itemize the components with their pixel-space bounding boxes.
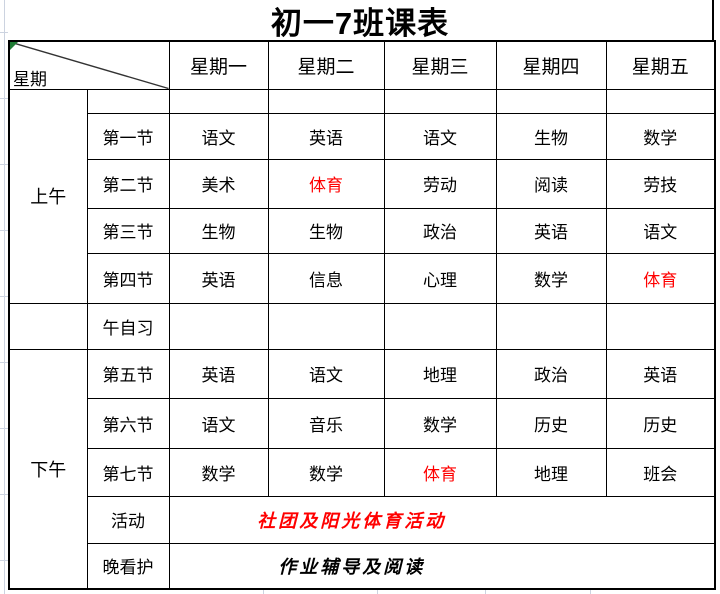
period-cell[interactable]: 午自习 [86, 302, 170, 350]
day-header-friday[interactable]: 星期五 [605, 40, 716, 90]
corner-label: 星期 [13, 69, 47, 89]
subject-cell[interactable]: 地理 [383, 348, 497, 399]
grid-line-stub [377, 589, 378, 594]
subject-cell[interactable]: 历史 [495, 397, 607, 449]
subject-cell[interactable] [267, 88, 385, 114]
subject-cell[interactable]: 语文 [605, 207, 716, 254]
period-cell[interactable] [86, 88, 170, 114]
subject-cell[interactable] [495, 88, 607, 114]
subject-cell[interactable]: 阅读 [495, 158, 607, 209]
period-cell[interactable]: 第五节 [86, 348, 170, 399]
subject-cell[interactable]: 数学 [267, 447, 385, 497]
subject-cell[interactable] [383, 88, 497, 114]
period-cell[interactable]: 第三节 [86, 207, 170, 254]
subject-cell[interactable]: 生物 [267, 207, 385, 254]
subject-cell[interactable]: 语文 [168, 112, 269, 160]
subject-cell[interactable]: 数学 [495, 252, 607, 304]
subject-cell[interactable]: 数学 [383, 397, 497, 449]
subject-cell[interactable] [605, 302, 716, 350]
subject-cell[interactable]: 体育 [267, 158, 385, 209]
subject-cell[interactable]: 地理 [495, 447, 607, 497]
subject-cell[interactable]: 英语 [495, 207, 607, 254]
grid-line-stub [485, 589, 486, 594]
subject-cell[interactable]: 语文 [267, 348, 385, 399]
subject-cell[interactable]: 英语 [168, 348, 269, 399]
subject-cell[interactable]: 历史 [605, 397, 716, 449]
subject-cell[interactable]: 美术 [168, 158, 269, 209]
subject-cell[interactable]: 英语 [605, 348, 716, 399]
subject-cell[interactable]: 体育 [605, 252, 716, 304]
subject-cell[interactable] [168, 88, 269, 114]
subject-cell[interactable] [605, 88, 716, 114]
subject-cell[interactable]: 语文 [383, 112, 497, 160]
subject-cell[interactable] [168, 302, 269, 350]
subject-cell[interactable]: 音乐 [267, 397, 385, 449]
activity-cell[interactable]: 社团及阳光体育活动 [168, 495, 716, 544]
grid-line-stub [263, 589, 264, 594]
subject-cell[interactable]: 语文 [168, 397, 269, 449]
section-morning[interactable]: 上午 [8, 88, 88, 304]
subject-cell[interactable]: 信息 [267, 252, 385, 304]
subject-cell[interactable]: 心理 [383, 252, 497, 304]
section-noon-blank[interactable] [8, 302, 88, 350]
subject-cell[interactable]: 数学 [168, 447, 269, 497]
subject-cell[interactable]: 生物 [495, 112, 607, 160]
timetable: 星期 星期一 星期二 星期三 星期四 星期五 上午 第一节 语文 英语 [8, 40, 716, 590]
day-header-monday[interactable]: 星期一 [168, 40, 269, 90]
period-cell[interactable]: 活动 [86, 495, 170, 544]
subject-cell[interactable]: 劳技 [605, 158, 716, 209]
subject-cell[interactable]: 生物 [168, 207, 269, 254]
subject-cell[interactable]: 数学 [605, 112, 716, 160]
subject-cell[interactable]: 班会 [605, 447, 716, 497]
grid-line-stubs-left [0, 0, 8, 588]
period-cell[interactable]: 第七节 [86, 447, 170, 497]
period-cell[interactable]: 第二节 [86, 158, 170, 209]
day-header-thursday[interactable]: 星期四 [495, 40, 607, 90]
subject-cell[interactable]: 劳动 [383, 158, 497, 209]
period-cell[interactable]: 第六节 [86, 397, 170, 449]
period-cell[interactable]: 第一节 [86, 112, 170, 160]
period-cell[interactable]: 第四节 [86, 252, 170, 304]
grid-line-stub [590, 589, 591, 594]
cell-flag-icon [10, 42, 18, 50]
section-afternoon[interactable]: 下午 [8, 348, 88, 590]
subject-cell[interactable]: 政治 [495, 348, 607, 399]
subject-cell[interactable]: 英语 [168, 252, 269, 304]
subject-cell[interactable] [267, 302, 385, 350]
evening-care-cell[interactable]: 作业辅导及阅读 [168, 542, 716, 590]
subject-cell[interactable] [383, 302, 497, 350]
subject-cell[interactable]: 体育 [383, 447, 497, 497]
subject-cell[interactable] [495, 302, 607, 350]
subject-cell[interactable]: 政治 [383, 207, 497, 254]
timetable-title[interactable]: 初一7班课表 [8, 0, 714, 41]
day-header-tuesday[interactable]: 星期二 [267, 40, 385, 90]
period-cell[interactable]: 晚看护 [86, 542, 170, 590]
diagonal-divider [10, 42, 168, 88]
day-header-wednesday[interactable]: 星期三 [383, 40, 497, 90]
corner-cell[interactable]: 星期 [8, 40, 170, 90]
subject-cell[interactable]: 英语 [267, 112, 385, 160]
